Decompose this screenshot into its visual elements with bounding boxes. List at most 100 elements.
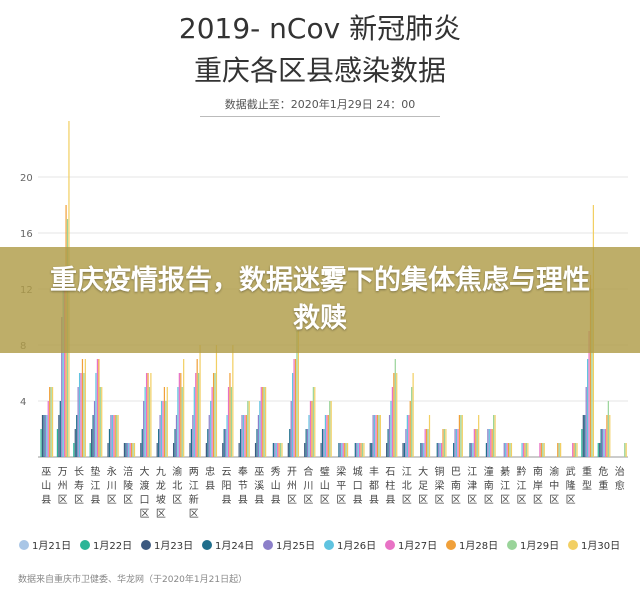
bar bbox=[116, 415, 118, 457]
x-tick-label: 渝北区 bbox=[172, 465, 182, 506]
bar bbox=[183, 359, 185, 457]
x-tick-label: 秀山县 bbox=[271, 466, 281, 506]
bar bbox=[476, 429, 478, 457]
x-tick-label: 铜梁区 bbox=[435, 466, 445, 506]
y-tick-label: 20 bbox=[20, 173, 33, 184]
bar bbox=[244, 415, 246, 457]
bar bbox=[326, 415, 328, 457]
bar bbox=[402, 443, 404, 457]
bar bbox=[214, 373, 216, 457]
bar bbox=[47, 401, 49, 457]
bar bbox=[369, 443, 371, 457]
bar bbox=[80, 373, 82, 457]
x-tick-label: 重型 bbox=[582, 465, 592, 492]
legend-marker bbox=[385, 540, 395, 550]
bar bbox=[189, 443, 191, 457]
bar bbox=[81, 359, 84, 457]
bar bbox=[457, 429, 459, 457]
bar bbox=[177, 387, 179, 457]
bar bbox=[436, 443, 438, 457]
bar bbox=[262, 387, 264, 457]
bar bbox=[321, 429, 324, 457]
bar bbox=[573, 443, 575, 457]
bar bbox=[356, 443, 358, 457]
bar bbox=[256, 429, 258, 457]
bar bbox=[421, 443, 423, 457]
bar bbox=[323, 429, 325, 457]
legend-marker bbox=[446, 540, 456, 550]
x-tick-label: 大足区 bbox=[418, 465, 428, 506]
bar bbox=[600, 429, 602, 457]
bar bbox=[311, 401, 313, 457]
bar bbox=[165, 401, 167, 457]
legend-marker bbox=[324, 540, 334, 550]
legend-marker bbox=[568, 540, 578, 550]
bar bbox=[312, 387, 314, 457]
bar bbox=[156, 443, 158, 457]
bar bbox=[144, 387, 146, 457]
bar bbox=[376, 415, 379, 457]
bar bbox=[114, 415, 116, 457]
bar bbox=[406, 415, 408, 457]
bar bbox=[296, 331, 298, 457]
bar bbox=[107, 443, 109, 457]
x-tick-label: 两江新区 bbox=[189, 467, 199, 520]
bar bbox=[373, 415, 376, 457]
bar bbox=[91, 429, 93, 457]
bar bbox=[507, 443, 510, 457]
bar bbox=[281, 443, 283, 457]
bar bbox=[361, 443, 364, 457]
bar bbox=[363, 443, 365, 457]
x-tick-label: 巫溪县 bbox=[254, 467, 264, 506]
bar bbox=[445, 429, 447, 457]
bar bbox=[192, 415, 194, 457]
bar bbox=[443, 429, 446, 457]
bar bbox=[527, 443, 529, 457]
bar bbox=[306, 429, 309, 457]
x-tick-label: 潼南区 bbox=[484, 465, 494, 506]
bar bbox=[230, 387, 233, 457]
bar bbox=[427, 429, 429, 457]
bar bbox=[93, 401, 96, 457]
bar bbox=[92, 415, 94, 457]
legend-marker bbox=[507, 540, 517, 550]
bar bbox=[440, 443, 443, 457]
bar bbox=[263, 387, 265, 457]
bar bbox=[232, 345, 234, 457]
bar bbox=[74, 429, 76, 457]
bar bbox=[207, 429, 209, 457]
bar bbox=[557, 443, 559, 457]
y-tick-label: 4 bbox=[20, 397, 26, 408]
bar bbox=[371, 443, 373, 457]
x-tick-label: 城口县 bbox=[353, 466, 363, 506]
bar bbox=[297, 331, 300, 457]
bar bbox=[403, 443, 406, 457]
bar bbox=[454, 429, 456, 457]
bar bbox=[199, 345, 201, 457]
bar bbox=[539, 443, 541, 457]
bar bbox=[163, 387, 166, 457]
bar bbox=[599, 443, 601, 457]
bar bbox=[41, 415, 44, 457]
bar bbox=[424, 429, 426, 457]
legend-marker bbox=[202, 540, 212, 550]
bar bbox=[172, 443, 175, 457]
bar bbox=[607, 401, 609, 457]
bar bbox=[175, 415, 178, 457]
bar bbox=[543, 443, 545, 457]
bar bbox=[485, 443, 488, 457]
bar bbox=[129, 443, 131, 457]
headline-banner bbox=[0, 247, 640, 353]
bar bbox=[272, 443, 274, 457]
bar bbox=[439, 443, 441, 457]
bar bbox=[428, 415, 431, 457]
x-tick-label: 奉节县 bbox=[238, 465, 248, 506]
legend-label: 1月25日 bbox=[276, 540, 315, 552]
bar bbox=[208, 415, 210, 457]
x-tick-label: 治愈 bbox=[615, 465, 625, 492]
bar bbox=[505, 443, 507, 457]
bar bbox=[354, 443, 356, 457]
bar bbox=[84, 359, 86, 457]
chart-title-line2: 重庆各区县感染数据 bbox=[193, 54, 446, 87]
bar bbox=[491, 429, 493, 457]
